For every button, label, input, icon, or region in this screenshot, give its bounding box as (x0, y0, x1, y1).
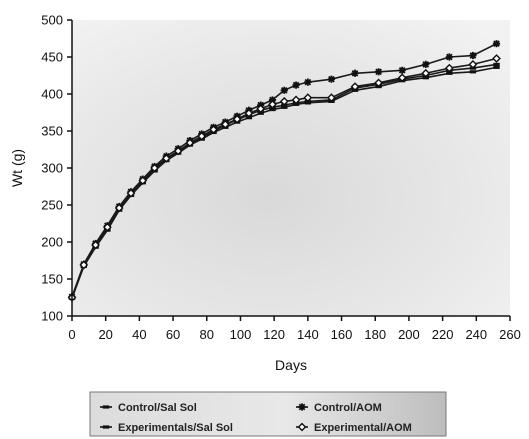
legend-marker (297, 422, 307, 432)
data-point-s4 (256, 104, 266, 114)
data-point-s4 (492, 54, 501, 63)
x-tick-label: 220 (432, 327, 454, 342)
x-tick-label: 100 (230, 327, 252, 342)
data-point-s4 (303, 93, 313, 103)
data-point-s4 (244, 108, 254, 118)
data-point-s3 (493, 65, 500, 69)
data-point-s3 (281, 105, 288, 109)
legend-label: Control/Sal Sol (118, 402, 197, 414)
data-point-s4 (444, 63, 454, 73)
data-point-s2 (280, 86, 288, 94)
data-point-s4 (91, 240, 100, 250)
legend-items: Control/Sal Sol Control/AOM Experimentals/… (100, 402, 412, 434)
data-point-s4 (126, 188, 136, 198)
data-point-s3 (304, 101, 312, 105)
data-point-s4 (374, 78, 383, 88)
data-point-s3 (245, 116, 253, 120)
legend: Control/Sal Sol Control/AOM Experimentals/… (89, 391, 447, 437)
data-point-s4 (161, 153, 171, 163)
data-point-s4 (79, 260, 89, 270)
legend-item: Control/Sal Sol (100, 402, 197, 414)
data-point-s4 (268, 99, 277, 109)
data-point-s4 (232, 114, 242, 124)
legend-item: Experimental/AOM (296, 422, 412, 434)
x-tick-label: 40 (132, 327, 146, 342)
data-point-s1 (493, 62, 500, 66)
x-axis-title: Days (275, 357, 307, 373)
y-tick-label: 450 (41, 50, 63, 65)
data-point-s4 (102, 222, 112, 232)
data-point-s4 (114, 203, 124, 213)
legend-label: Control/AOM (314, 402, 382, 414)
plot-area (72, 20, 510, 316)
data-point-s4 (421, 68, 431, 78)
legend-marker (298, 403, 306, 411)
data-point-s2 (422, 60, 430, 68)
data-point-s2 (469, 51, 477, 60)
data-point-s4 (397, 73, 407, 83)
data-point-s4 (197, 131, 207, 141)
data-point-s4 (327, 93, 336, 103)
data-point-s3 (446, 71, 453, 75)
data-point-s3 (292, 102, 300, 106)
data-point-s3 (469, 70, 477, 74)
y-ticks: 100 150 200 250 300 350 400 450 500 (41, 13, 72, 324)
x-tick-label: 200 (398, 327, 420, 342)
data-point-s2 (492, 40, 501, 48)
data-point-s3 (422, 76, 429, 80)
data-point-s2 (351, 69, 359, 77)
data-point-s4 (173, 146, 183, 156)
data-point-s4 (138, 176, 148, 185)
x-tick-label: 80 (200, 327, 214, 342)
y-tick-label: 200 (41, 235, 63, 250)
data-point-s3 (269, 107, 276, 112)
x-tick-label: 180 (364, 327, 386, 342)
y-tick-label: 100 (41, 309, 63, 324)
legend-item: Experimentals/Sal Sol (100, 422, 233, 434)
legend-marker (102, 425, 110, 429)
x-tick-label: 20 (98, 327, 112, 342)
data-point-s2 (398, 66, 406, 74)
y-tick-label: 400 (41, 87, 63, 102)
data-point-s4 (350, 82, 360, 91)
data-point-s2 (375, 68, 383, 76)
data-point-s4 (279, 97, 289, 106)
x-tick-label: 160 (331, 327, 353, 342)
x-ticks: 0 20 40 60 80 100 120 140 160 180 200 220 240 260 (68, 316, 521, 342)
legend-label: Experimentals/Sal Sol (118, 422, 233, 434)
data-point-s4 (150, 163, 159, 173)
data-point-s2 (268, 96, 277, 104)
y-tick-label: 500 (41, 13, 63, 28)
data-point-s4 (185, 138, 195, 148)
legend-box (89, 391, 447, 437)
y-tick-label: 150 (41, 272, 63, 287)
x-tick-label: 60 (166, 327, 180, 342)
y-axis-title: Wt (g) (9, 149, 25, 187)
y-tick-label: 300 (41, 161, 63, 176)
x-tick-label: 140 (297, 327, 319, 342)
data-point-s2 (445, 53, 453, 61)
data-point-s4 (291, 95, 301, 105)
legend-marker (102, 405, 110, 409)
y-tick-label: 250 (41, 198, 63, 213)
data-point-s2 (304, 78, 312, 86)
x-tick-label: 240 (465, 327, 487, 342)
data-point-s2 (292, 81, 300, 89)
y-tick-label: 350 (41, 124, 63, 139)
x-tick-label: 0 (68, 327, 75, 342)
legend-item: Control/AOM (296, 402, 382, 414)
data-point-s3 (257, 111, 264, 115)
data-point-s4 (209, 125, 218, 134)
legend-label: Experimental/AOM (314, 422, 412, 434)
data-point-s4 (220, 119, 230, 129)
data-point-s2 (327, 75, 336, 83)
data-point-s4 (468, 60, 478, 69)
x-tick-label: 260 (499, 327, 521, 342)
x-tick-label: 120 (263, 327, 285, 342)
